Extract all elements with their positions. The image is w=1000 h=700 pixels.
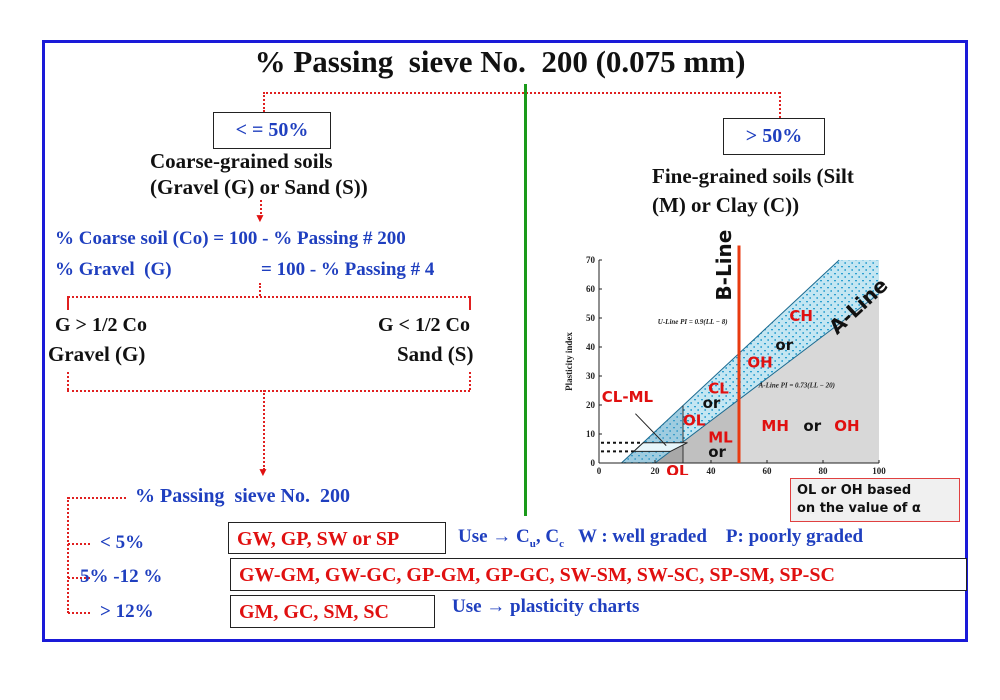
fine-label-1: Fine-grained soils (Silt — [652, 164, 854, 188]
x-tick-label: 0 — [597, 466, 602, 475]
u-line — [621, 259, 840, 464]
passing-header: % Passing sieve No. 200 — [135, 485, 350, 507]
row-tick — [68, 577, 90, 579]
merge-stem — [263, 390, 265, 470]
fine-label-2: (M) or Clay (C)) — [652, 193, 800, 217]
x-tick-label: 100 — [872, 466, 886, 475]
region-or: or — [708, 443, 726, 461]
note-sub-u: u — [529, 537, 536, 550]
y-tick-label: 60 — [586, 284, 596, 294]
gravel-label: Gravel (G) — [48, 342, 146, 366]
row-tick — [68, 612, 90, 614]
a-line-equation: A-Line PI = 0.73(LL − 20) — [758, 382, 835, 390]
note-prefix: Use → C — [458, 526, 530, 547]
passing-connector — [68, 497, 126, 499]
note-lt5: Use → Cu, Cc W : well graded P: poorly g… — [458, 526, 863, 550]
region-ch: CH — [789, 307, 813, 325]
merge-connector — [67, 390, 470, 392]
ml-region — [683, 399, 739, 463]
y-tick-label: 50 — [586, 313, 596, 323]
formula-gravel-left: % Gravel (G) — [55, 259, 172, 280]
a-line — [654, 293, 880, 464]
merge-right — [469, 372, 471, 390]
threshold-fine: > 50% — [723, 118, 825, 155]
y-tick-label: 40 — [586, 342, 596, 352]
y-tick-label: 20 — [586, 400, 596, 410]
region-or: or — [703, 394, 721, 412]
region-ml: ML — [708, 429, 733, 447]
threshold-coarse: < = 50% — [213, 112, 331, 149]
plasticity-chart: 020406080100010203040506070Liquid limitP… — [564, 230, 892, 475]
region-cl-ml: CL-ML — [602, 388, 654, 406]
arrow-down-icon: ▼ — [257, 465, 269, 479]
x-tick-label: 60 — [763, 466, 773, 475]
u-line-equation: U-Line PI = 0.9(LL − 8) — [658, 318, 728, 326]
range-lt5: < 5% — [100, 532, 145, 553]
sand-label: Sand (S) — [397, 342, 474, 366]
region-or: or — [803, 417, 821, 435]
y-tick-label: 70 — [586, 255, 596, 265]
region-mh: MH — [761, 417, 788, 435]
y-tick-label: 10 — [586, 429, 596, 439]
groups-lt5: GW, GP, SW or SP — [228, 522, 446, 554]
b-line-label: B-Line — [712, 230, 736, 301]
formula-coarse: % Coarse soil (Co) = 100 - % Passing # 2… — [55, 228, 406, 249]
split-tick-right — [469, 296, 471, 310]
note-box-text: OL or OH based on the value of α — [797, 483, 921, 516]
note-gt12: Use → plasticity charts — [452, 596, 640, 617]
x-tick-label: 40 — [707, 466, 717, 475]
x-tick-label: 20 — [651, 466, 661, 475]
range-5-12: 5% -12 % — [80, 566, 163, 587]
top-connector — [263, 92, 780, 94]
arrow-down-icon: ▼ — [254, 211, 266, 225]
note-mid: , C — [535, 526, 560, 547]
split-connector — [68, 296, 470, 298]
sand-condition: G < 1/2 Co — [378, 314, 470, 336]
groups-gt12: GM, GC, SM, SC — [230, 595, 435, 628]
coarse-label-1: Coarse-grained soils — [150, 149, 333, 173]
right-drop — [779, 92, 781, 118]
note-rest: W : well graded P: poorly graded — [564, 526, 864, 547]
split-stem — [259, 283, 261, 296]
gravel-condition: G > 1/2 Co — [55, 314, 147, 336]
groups-5-12: GW-GM, GW-GC, GP-GM, GP-GC, SW-SM, SW-SC… — [230, 558, 967, 591]
cl-ml-zone — [632, 442, 688, 452]
x-tick-label: 80 — [819, 466, 829, 475]
coarse-label-2: (Gravel (G) or Sand (S)) — [150, 175, 368, 199]
region-oh: OH — [834, 417, 859, 435]
y-axis-label: Plasticity index — [564, 332, 574, 391]
note-sub-c: c — [559, 537, 565, 550]
row-tick — [68, 543, 90, 545]
left-drop — [263, 92, 265, 112]
region-oh: OH — [747, 353, 772, 371]
y-tick-label: 0 — [591, 458, 596, 468]
region-cl: CL — [708, 379, 729, 397]
split-tick-left — [67, 296, 69, 310]
title: % Passing sieve No. 200 (0.075 mm) — [254, 44, 746, 79]
region-ol: OL — [666, 462, 689, 475]
formula-gravel-right: = 100 - % Passing # 4 — [261, 259, 435, 280]
outer-frame — [42, 40, 968, 642]
green-divider — [524, 84, 527, 516]
merge-left — [67, 372, 69, 390]
cl-ml-leader — [635, 413, 667, 446]
y-tick-label: 30 — [586, 371, 596, 381]
region-or: or — [775, 336, 793, 354]
region-ol: OL — [683, 411, 706, 429]
u-a-band — [621, 260, 879, 463]
note-box: OL or OH based on the value of α — [790, 478, 960, 522]
passing-spine — [67, 497, 69, 613]
arrow-stem — [260, 200, 262, 218]
range-gt12: > 12% — [100, 601, 154, 622]
